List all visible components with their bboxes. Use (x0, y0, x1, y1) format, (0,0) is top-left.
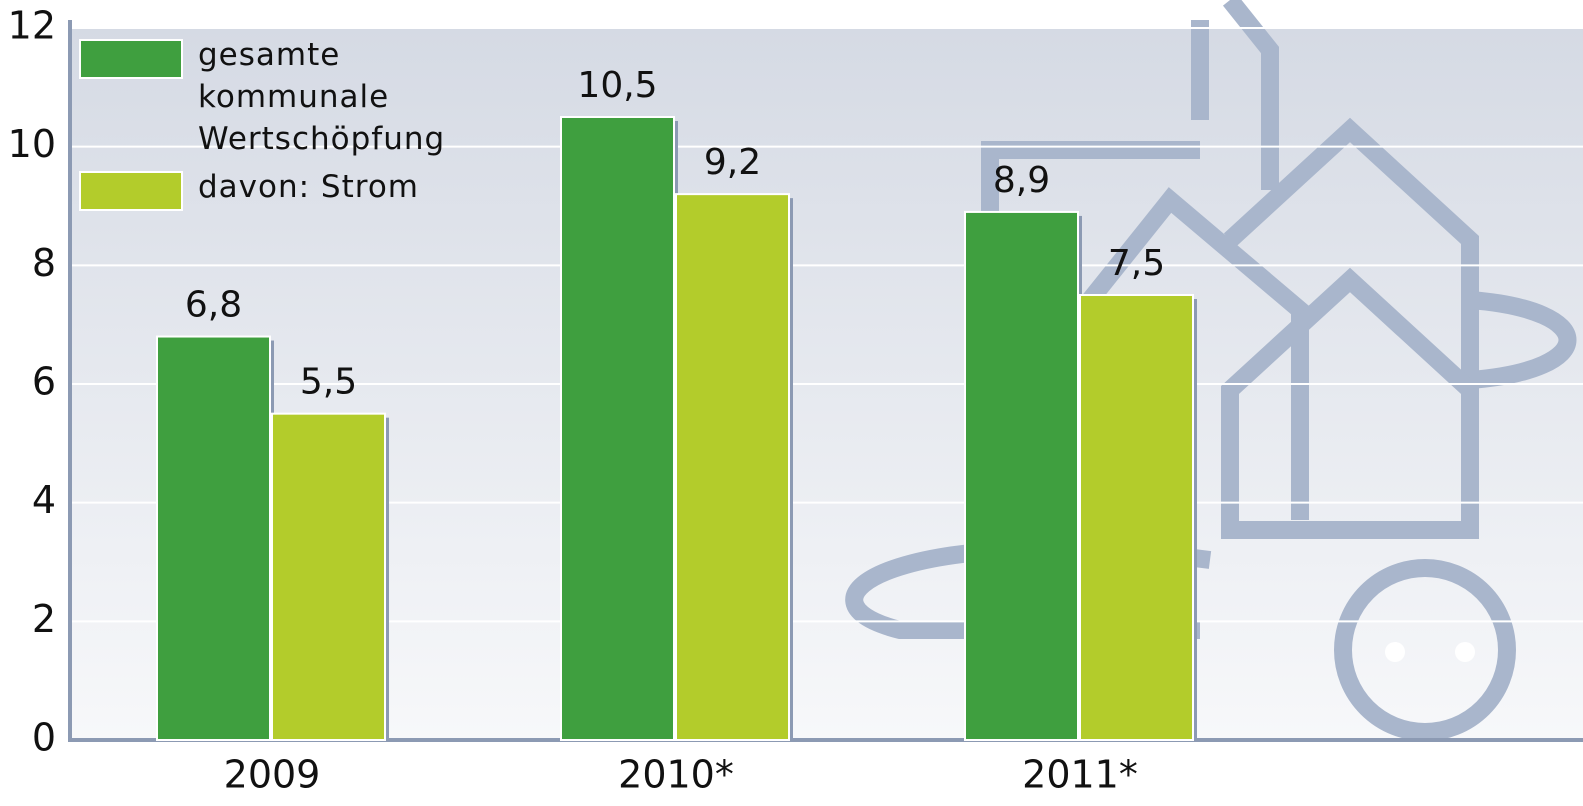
value-label: 9,2 (704, 142, 761, 183)
y-tick-label: 6 (32, 360, 56, 404)
y-tick-label: 2 (32, 597, 56, 641)
bar (272, 414, 385, 740)
bar (965, 212, 1078, 740)
value-label: 7,5 (1108, 243, 1165, 284)
bar (157, 337, 270, 740)
y-tick-label: 12 (8, 4, 56, 48)
y-tick-label: 4 (32, 478, 56, 522)
x-tick-label: 2011* (1022, 753, 1138, 797)
value-label: 5,5 (300, 362, 357, 403)
x-tick-label: 2009 (224, 753, 321, 797)
legend-swatch (80, 40, 182, 78)
value-label: 10,5 (577, 65, 657, 106)
bar (561, 117, 674, 740)
y-tick-label: 10 (8, 122, 56, 166)
legend-swatch (80, 172, 182, 210)
bar (676, 194, 789, 740)
y-tick-label: 0 (32, 716, 56, 760)
value-label: 8,9 (993, 160, 1050, 201)
y-tick-label: 8 (32, 241, 56, 285)
x-tick-label: 2010* (618, 753, 734, 797)
legend-label: gesamte kommunale Wertschöpfung (198, 34, 468, 160)
bar (1080, 295, 1193, 740)
legend-label: davon: Strom (198, 166, 468, 208)
page: 0 2 4 6 8 10 12 2009 6,8 5,5 2010* 10,5 9,2 2011* 8,9 7… (0, 0, 1583, 806)
value-label: 6,8 (185, 285, 242, 326)
